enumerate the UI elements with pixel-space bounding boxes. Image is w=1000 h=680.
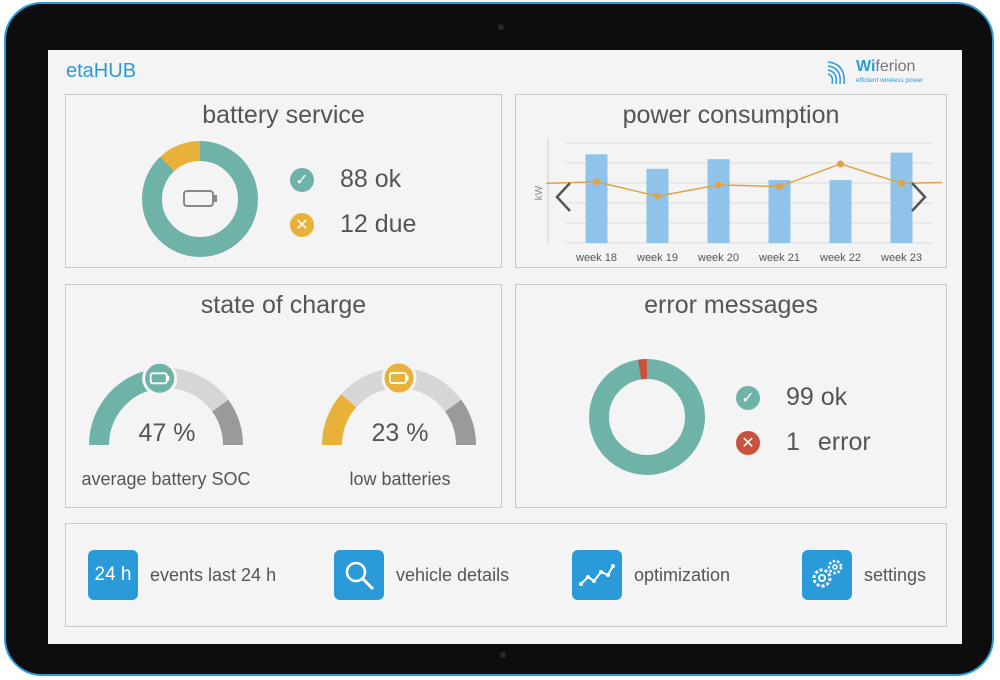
tablet-frame: etaHUB Wiferion efficient wireless power… bbox=[4, 2, 994, 676]
chevron-right-icon[interactable] bbox=[908, 181, 928, 213]
donut-segment-ok bbox=[142, 141, 258, 257]
nav-optimization[interactable]: optimization bbox=[572, 550, 730, 600]
card-title: battery service bbox=[202, 101, 365, 129]
line-point bbox=[654, 192, 661, 200]
tile-24h: 24 h bbox=[88, 550, 138, 600]
gauge-track-dark bbox=[211, 399, 243, 446]
screen: etaHUB Wiferion efficient wireless power… bbox=[48, 50, 962, 644]
error-messages-donut bbox=[589, 359, 705, 476]
cross-icon: ✕ bbox=[290, 212, 314, 237]
donut-segment-ok bbox=[589, 359, 705, 475]
magnifier-icon bbox=[334, 550, 384, 600]
bottom-navigation: 24 h events last 24 h vehicle details bbox=[65, 523, 947, 627]
card-title: power consumption bbox=[622, 101, 840, 129]
bar bbox=[829, 180, 852, 243]
gauge-fill bbox=[322, 394, 357, 446]
check-icon: ✓ bbox=[290, 167, 314, 192]
line-point bbox=[898, 179, 905, 187]
brand-name: Wiferion bbox=[856, 58, 916, 75]
error-count-stat: ✕ 1 error bbox=[736, 428, 871, 457]
camera bbox=[498, 24, 504, 30]
wireless-waves-icon bbox=[827, 61, 845, 85]
battery-icon bbox=[183, 190, 217, 207]
bar bbox=[707, 159, 730, 243]
y-axis-label: kW bbox=[534, 185, 545, 200]
battery-service-donut bbox=[142, 141, 258, 257]
nav-settings[interactable]: settings bbox=[802, 550, 926, 600]
line-point bbox=[715, 181, 722, 189]
battery-icon bbox=[142, 360, 178, 396]
line-point bbox=[776, 183, 783, 191]
app-title: etaHUB bbox=[66, 60, 137, 82]
nav-vehicle-details[interactable]: vehicle details bbox=[334, 550, 509, 600]
line-point bbox=[837, 160, 844, 168]
state-of-charge-card[interactable]: state of charge 47 % average battery SOC… bbox=[65, 284, 502, 508]
error-messages-card[interactable]: error messages ✓ 99 ok ✕ 1 error bbox=[515, 284, 947, 508]
bar bbox=[768, 180, 791, 243]
gauge-value-average: 47 % bbox=[138, 419, 196, 447]
x-tick-label: week 20 bbox=[697, 252, 739, 264]
bar bbox=[890, 152, 913, 243]
check-icon: ✓ bbox=[736, 385, 760, 410]
battery-service-card[interactable]: battery service ✓ 88 ok ✕ 12 due bbox=[65, 94, 502, 268]
chevron-left-icon[interactable] bbox=[554, 181, 574, 213]
gauge-label-low: low batteries bbox=[349, 469, 451, 489]
bar bbox=[646, 168, 669, 243]
card-title: error messages bbox=[644, 291, 818, 319]
line-point bbox=[593, 178, 600, 186]
series-line bbox=[545, 163, 943, 197]
home-sensor bbox=[500, 652, 506, 658]
x-tick-label: week 23 bbox=[880, 252, 922, 264]
soc-gauges bbox=[89, 360, 476, 446]
battery-due-stat: ✕ 12 due bbox=[290, 210, 416, 239]
battery-ok-stat: ✓ 88 ok bbox=[290, 165, 401, 194]
gears-icon bbox=[802, 550, 852, 600]
error-ok-stat: ✓ 99 ok bbox=[736, 383, 847, 412]
bar bbox=[585, 154, 608, 243]
battery-icon bbox=[381, 360, 417, 396]
x-tick-label: week 19 bbox=[636, 252, 678, 264]
power-consumption-chart: kW week 18 week 19 week 20 week 21 week 22 wee… bbox=[534, 139, 943, 264]
card-title: state of charge bbox=[200, 291, 367, 319]
brand-logo: Wiferion efficient wireless power bbox=[824, 56, 944, 88]
brand-tagline: efficient wireless power bbox=[856, 77, 924, 84]
x-tick-label: week 21 bbox=[758, 252, 800, 264]
trend-chart-icon bbox=[572, 550, 622, 600]
donut-segment-due bbox=[142, 141, 258, 257]
x-tick-label: week 22 bbox=[819, 252, 861, 264]
x-tick-label: week 18 bbox=[575, 252, 617, 264]
nav-events-last-24h[interactable]: 24 h events last 24 h bbox=[88, 550, 276, 600]
power-consumption-card[interactable]: power consumption kW week 18 week 19 week 2… bbox=[515, 94, 947, 268]
gauge-label-average: average battery SOC bbox=[81, 469, 251, 489]
gauge-track-dark bbox=[444, 399, 476, 446]
gauge-value-low: 23 % bbox=[371, 419, 429, 447]
cross-icon: ✕ bbox=[736, 430, 760, 455]
